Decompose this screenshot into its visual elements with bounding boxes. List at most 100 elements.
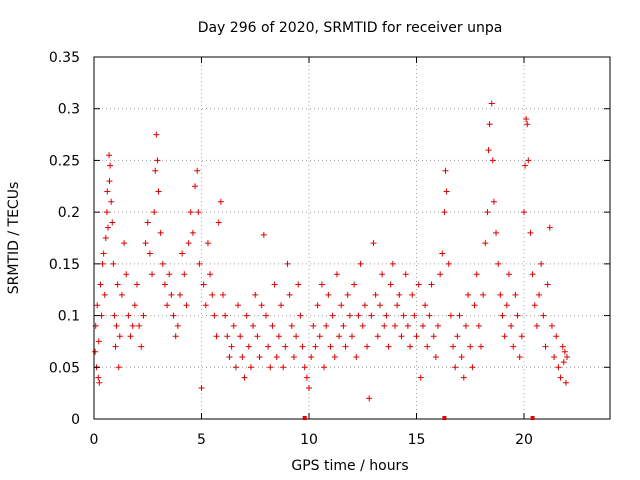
data-point <box>303 374 310 381</box>
data-point <box>146 250 153 257</box>
data-point <box>505 271 512 278</box>
data-point <box>522 162 529 169</box>
data-point <box>385 343 392 350</box>
data-point <box>471 302 478 309</box>
data-point <box>482 240 489 247</box>
data-point <box>112 343 119 350</box>
data-point <box>338 302 345 309</box>
data-point <box>278 302 285 309</box>
data-point <box>404 322 411 329</box>
data-point <box>104 188 111 195</box>
x-axis-markers <box>302 416 535 420</box>
data-point <box>529 271 536 278</box>
x-axis-label: GPS time / hours <box>291 458 408 474</box>
data-point <box>100 250 107 257</box>
data-point <box>192 183 199 190</box>
data-point <box>514 312 521 319</box>
data-point <box>480 291 487 298</box>
data-point <box>447 312 454 319</box>
data-point <box>224 333 231 340</box>
data-point <box>308 353 315 360</box>
data-point <box>96 379 103 386</box>
data-point <box>284 260 291 267</box>
data-point <box>524 121 531 128</box>
data-point <box>95 338 102 345</box>
data-point <box>196 260 203 267</box>
data-point <box>396 291 403 298</box>
data-point <box>336 333 343 340</box>
data-point <box>398 333 405 340</box>
data-point <box>400 312 407 319</box>
data-point <box>144 219 151 226</box>
y-tick-label: 0.05 <box>49 360 80 376</box>
data-point <box>484 209 491 216</box>
data-point <box>258 302 265 309</box>
data-point <box>301 364 308 371</box>
data-point <box>94 302 101 309</box>
x-axis-marker <box>302 416 307 420</box>
data-point <box>228 343 235 350</box>
data-point <box>518 333 525 340</box>
data-point <box>235 302 242 309</box>
data-point <box>170 312 177 319</box>
data-point <box>462 322 469 329</box>
data-point <box>116 333 123 340</box>
data-point <box>232 364 239 371</box>
data-point <box>368 312 375 319</box>
data-point <box>355 312 362 319</box>
data-point <box>465 291 472 298</box>
data-point <box>129 322 136 329</box>
data-point <box>417 374 424 381</box>
data-point <box>111 312 118 319</box>
data-point <box>226 353 233 360</box>
data-point <box>560 359 567 366</box>
data-point <box>512 291 519 298</box>
data-point <box>485 147 492 154</box>
data-point <box>252 291 259 298</box>
data-point <box>559 343 566 350</box>
data-point <box>99 260 106 267</box>
data-point <box>110 260 117 267</box>
data-point <box>159 260 166 267</box>
data-point <box>310 322 317 329</box>
data-point <box>523 116 530 123</box>
data-point <box>280 364 287 371</box>
data-point <box>508 322 515 329</box>
data-point <box>200 281 207 288</box>
data-point <box>254 333 261 340</box>
data-point <box>92 348 99 355</box>
data-point <box>357 260 364 267</box>
data-point <box>269 322 276 329</box>
data-point <box>475 322 482 329</box>
data-point <box>138 343 145 350</box>
data-point <box>372 291 379 298</box>
data-point <box>392 322 398 329</box>
data-point <box>161 281 168 288</box>
data-point <box>546 224 553 231</box>
y-tick-label: 0.2 <box>58 205 80 221</box>
data-point <box>131 302 138 309</box>
data-point <box>237 333 244 340</box>
data-point <box>290 353 297 360</box>
data-point <box>323 322 330 329</box>
data-point <box>136 322 143 329</box>
data-point <box>364 343 371 350</box>
data-point <box>544 281 551 288</box>
data-point <box>102 235 109 241</box>
data-point <box>174 322 181 329</box>
data-point <box>127 333 134 340</box>
data-point <box>113 322 120 329</box>
data-point <box>222 312 229 319</box>
data-point <box>177 291 183 298</box>
y-tick-label: 0.15 <box>49 257 80 273</box>
x-tick-label: 5 <box>197 432 206 448</box>
data-point <box>435 322 441 329</box>
data-point <box>428 281 435 288</box>
data-point <box>194 167 201 174</box>
data-point <box>349 333 355 340</box>
data-point <box>359 322 366 329</box>
data-point <box>101 291 108 298</box>
data-point <box>353 353 360 360</box>
y-axis-label: SRMTID / TECUs <box>6 182 22 295</box>
